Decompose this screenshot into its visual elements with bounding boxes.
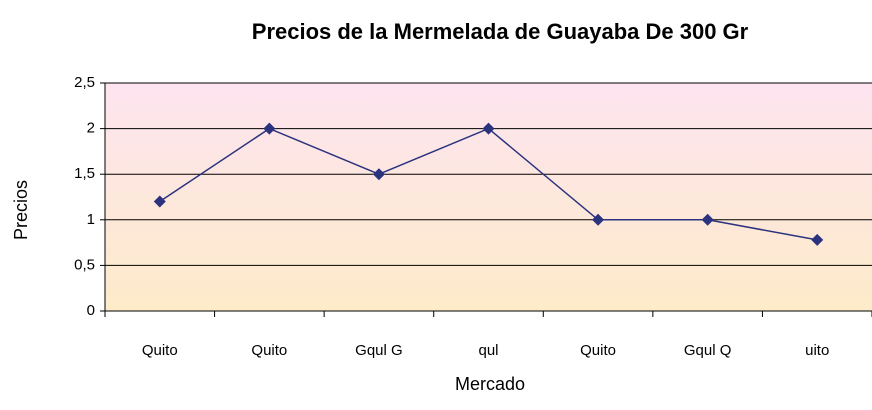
y-tick-label: 0,5 xyxy=(74,256,95,273)
y-tick-label: 1,5 xyxy=(74,165,95,182)
x-tick-label: uito xyxy=(805,342,829,359)
x-axis-title: Mercado xyxy=(455,374,525,394)
x-tick-label: Quito xyxy=(142,342,178,359)
x-tick-label: Gqul G xyxy=(355,342,403,359)
marker xyxy=(372,168,385,181)
marker xyxy=(701,213,714,226)
y-tick-label: 1 xyxy=(87,211,95,228)
y-tick-label: 2,5 xyxy=(74,74,95,91)
marker xyxy=(811,233,824,246)
chart-title: Precios de la Mermelada de Guayaba De 30… xyxy=(252,19,749,44)
y-axis-title: Precios xyxy=(11,180,31,240)
x-tick-label: qul xyxy=(478,342,498,359)
y-tick-label: 0 xyxy=(87,302,95,319)
marker xyxy=(263,122,276,135)
x-tick-label: Quito xyxy=(251,342,287,359)
marker xyxy=(482,122,495,135)
x-tick-label: Quito xyxy=(580,342,616,359)
y-tick-label: 2 xyxy=(87,120,95,137)
marker xyxy=(592,213,605,226)
plot-area xyxy=(105,83,872,311)
x-tick-label: Gqul Q xyxy=(684,342,732,359)
marker xyxy=(153,195,166,208)
